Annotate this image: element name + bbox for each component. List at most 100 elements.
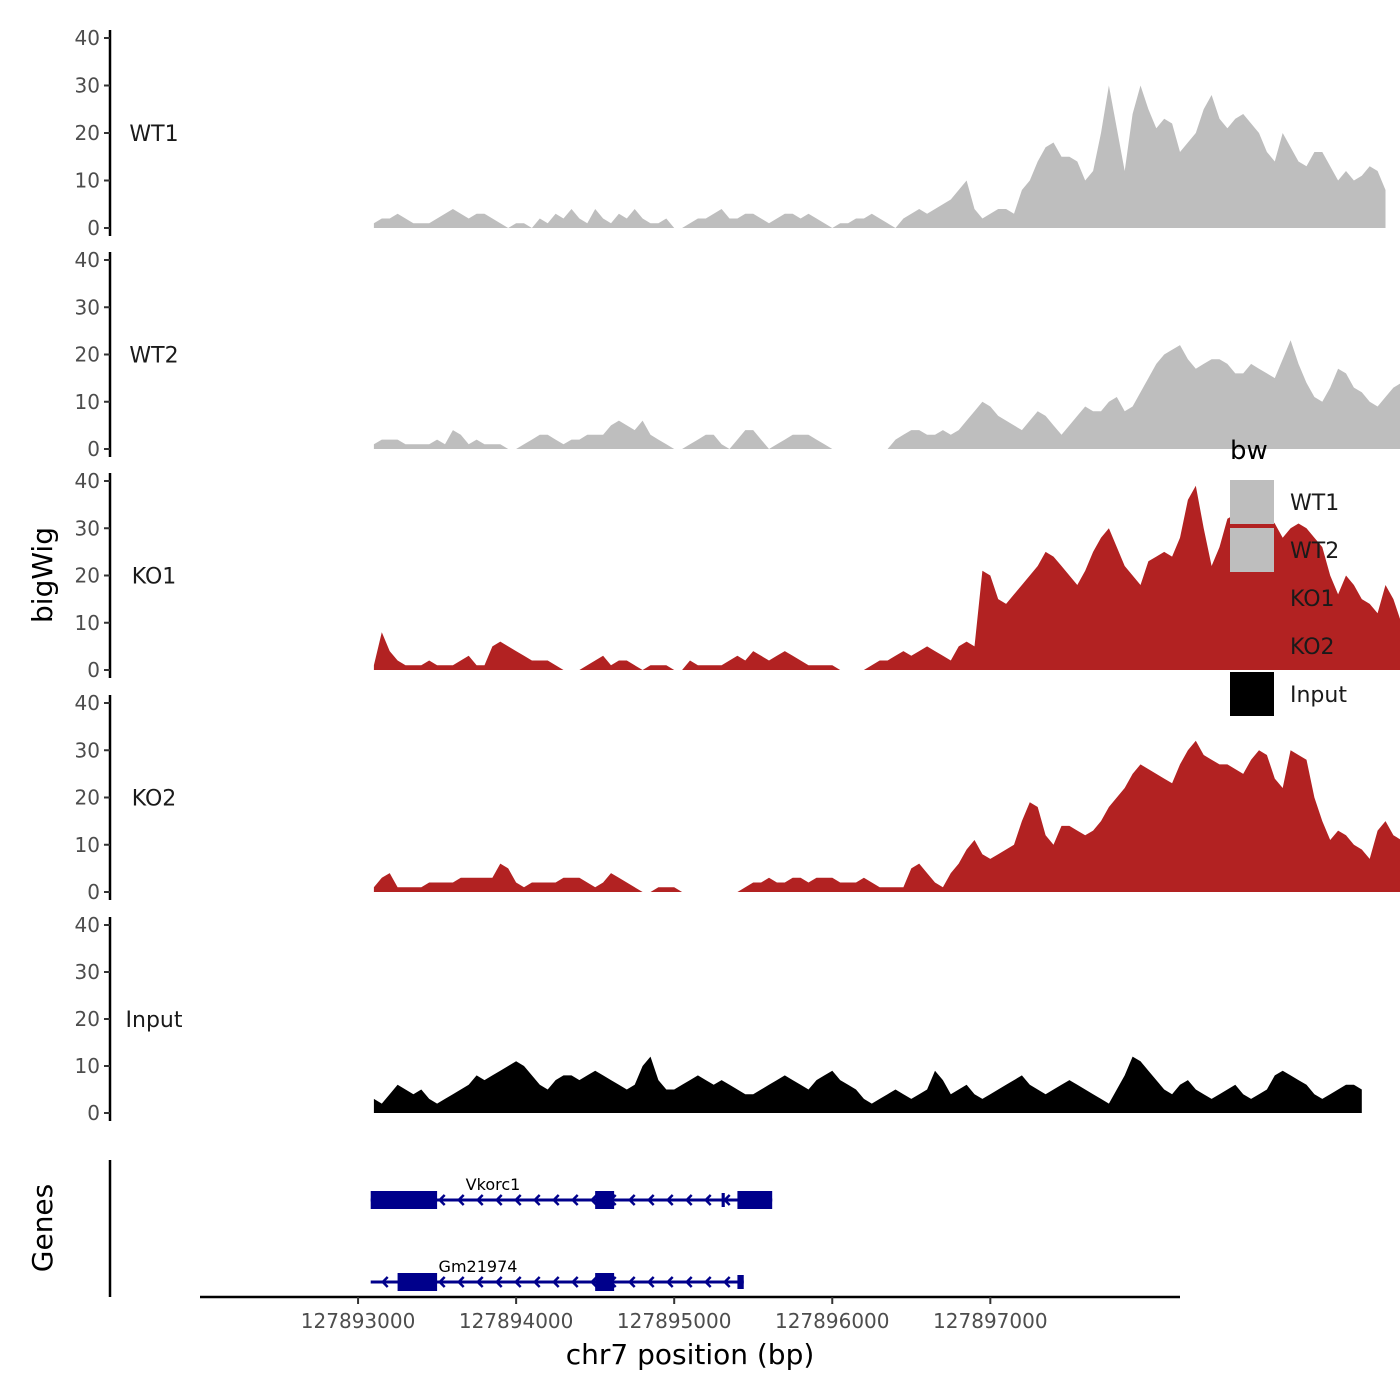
area-wt2 bbox=[373, 340, 1400, 449]
strand-chevron bbox=[456, 1276, 465, 1288]
gene-exon bbox=[721, 1193, 725, 1207]
y-tick-label: 10 bbox=[75, 1054, 100, 1078]
area-ko1 bbox=[373, 485, 1400, 670]
y-tick-label: 40 bbox=[75, 248, 100, 272]
y-tick-label: 40 bbox=[75, 26, 100, 50]
strand-chevron bbox=[513, 1276, 522, 1288]
y-tick-label: 30 bbox=[75, 295, 100, 319]
track-label-ko1: KO1 bbox=[132, 565, 177, 590]
strand-chevron bbox=[703, 1194, 712, 1206]
gene-vkorc1: Vkorc1 bbox=[370, 1175, 773, 1209]
x-axis: 127893000 127894000 127895000 127896000 1278… bbox=[200, 1295, 1180, 1333]
y-tick-label: 20 bbox=[75, 564, 100, 588]
gene-exon bbox=[370, 1191, 438, 1209]
strand-chevron bbox=[456, 1194, 465, 1206]
strand-chevron bbox=[475, 1194, 484, 1206]
area-ko2 bbox=[373, 740, 1400, 892]
strand-chevron bbox=[627, 1276, 636, 1288]
track-label-input: Input bbox=[126, 1008, 183, 1033]
x-tick-label: 127896000 bbox=[775, 1309, 890, 1333]
strand-chevron bbox=[437, 1276, 446, 1288]
strand-chevron bbox=[513, 1194, 522, 1206]
strand-chevron bbox=[589, 1276, 598, 1288]
y-tick-label: 30 bbox=[75, 738, 100, 762]
coverage-tracks: 0 10 20 30 40 WT1 0 10 20 30 40 WT2 0 10 20 30 40 KO1 0 10 2… bbox=[75, 26, 1400, 1125]
legend-swatch-wt1 bbox=[1230, 480, 1274, 524]
gene-track: Vkorc1 Gm21974 bbox=[108, 1160, 773, 1297]
strand-chevron bbox=[570, 1276, 579, 1288]
strand-chevron bbox=[684, 1276, 693, 1288]
gene-exon bbox=[397, 1273, 438, 1291]
track-label-wt1: WT1 bbox=[129, 122, 178, 147]
legend-label-ko1: KO1 bbox=[1290, 587, 1335, 612]
strand-chevron bbox=[532, 1276, 541, 1288]
strand-chevron bbox=[665, 1194, 674, 1206]
y-tick-label: 20 bbox=[75, 1007, 100, 1031]
strand-chevron bbox=[494, 1276, 503, 1288]
gene-label-vkorc1: Vkorc1 bbox=[466, 1175, 521, 1194]
y-tick-label: 0 bbox=[87, 880, 100, 904]
strand-chevron bbox=[589, 1194, 598, 1206]
legend: bw WT1 WT2 KO1 KO2 Input bbox=[1230, 436, 1347, 716]
y-tick-label: 30 bbox=[75, 960, 100, 984]
x-tick-label: 127895000 bbox=[617, 1309, 732, 1333]
strand-chevron bbox=[684, 1194, 693, 1206]
y-tick-label: 0 bbox=[87, 658, 100, 682]
strand-chevron bbox=[665, 1276, 674, 1288]
strand-chevron bbox=[570, 1194, 579, 1206]
y-tick-label: 0 bbox=[87, 437, 100, 461]
y-tick-label: 20 bbox=[75, 343, 100, 367]
strand-chevron bbox=[532, 1194, 541, 1206]
legend-label-wt2: WT2 bbox=[1290, 539, 1339, 564]
strand-chevron bbox=[551, 1276, 560, 1288]
track-wt2: 0 10 20 30 40 WT2 bbox=[75, 248, 1400, 461]
y-tick-label: 30 bbox=[75, 516, 100, 540]
track-label-wt2: WT2 bbox=[129, 344, 178, 369]
y-tick-label: 10 bbox=[75, 611, 100, 635]
y-tick-label: 10 bbox=[75, 169, 100, 193]
legend-label-input: Input bbox=[1290, 683, 1347, 708]
y-tick-label: 30 bbox=[75, 74, 100, 98]
y-tick-label: 20 bbox=[75, 121, 100, 145]
legend-swatch-wt2 bbox=[1230, 528, 1274, 572]
gene-exon bbox=[737, 1191, 773, 1209]
strand-chevron bbox=[703, 1276, 712, 1288]
strand-chevron bbox=[646, 1276, 655, 1288]
strand-chevron bbox=[380, 1276, 389, 1288]
strand-chevron bbox=[494, 1194, 503, 1206]
y-tick-label: 40 bbox=[75, 913, 100, 937]
strand-chevron bbox=[437, 1194, 446, 1206]
gene-exon bbox=[737, 1275, 744, 1289]
gene-gm21974: Gm21974 bbox=[370, 1257, 744, 1291]
gene-label-gm21974: Gm21974 bbox=[439, 1257, 518, 1276]
strand-chevron bbox=[475, 1276, 484, 1288]
legend-title: bw bbox=[1230, 436, 1268, 466]
x-axis-title: chr7 position (bp) bbox=[566, 1338, 815, 1371]
y-axis-title: bigWig bbox=[26, 527, 59, 623]
track-label-ko2: KO2 bbox=[132, 787, 177, 812]
legend-label-ko2: KO2 bbox=[1290, 635, 1335, 660]
strand-chevron bbox=[646, 1194, 655, 1206]
gene-exon bbox=[595, 1273, 615, 1291]
y-tick-label: 0 bbox=[87, 1101, 100, 1125]
strand-chevron bbox=[551, 1194, 560, 1206]
track-ko2: 0 10 20 30 40 KO2 bbox=[75, 691, 1400, 904]
legend-swatch-input bbox=[1230, 672, 1274, 716]
legend-label-wt1: WT1 bbox=[1290, 491, 1339, 516]
y-tick-label: 0 bbox=[87, 216, 100, 240]
y-tick-label: 10 bbox=[75, 390, 100, 414]
y-tick-label: 40 bbox=[75, 691, 100, 715]
x-tick-label: 127897000 bbox=[933, 1309, 1048, 1333]
genes-axis-title: Genes bbox=[26, 1184, 59, 1272]
legend-swatch-ko1 bbox=[1230, 576, 1274, 620]
gene-exon bbox=[595, 1191, 615, 1209]
x-tick-label: 127894000 bbox=[459, 1309, 574, 1333]
track-input: 0 10 20 30 40 Input bbox=[75, 913, 1362, 1125]
strand-chevron bbox=[722, 1276, 731, 1288]
x-tick-label: 127893000 bbox=[301, 1309, 416, 1333]
track-ko1: 0 10 20 30 40 KO1 bbox=[75, 469, 1400, 682]
track-wt1: 0 10 20 30 40 WT1 bbox=[75, 26, 1386, 240]
y-tick-label: 40 bbox=[75, 469, 100, 493]
area-input bbox=[373, 1056, 1362, 1113]
